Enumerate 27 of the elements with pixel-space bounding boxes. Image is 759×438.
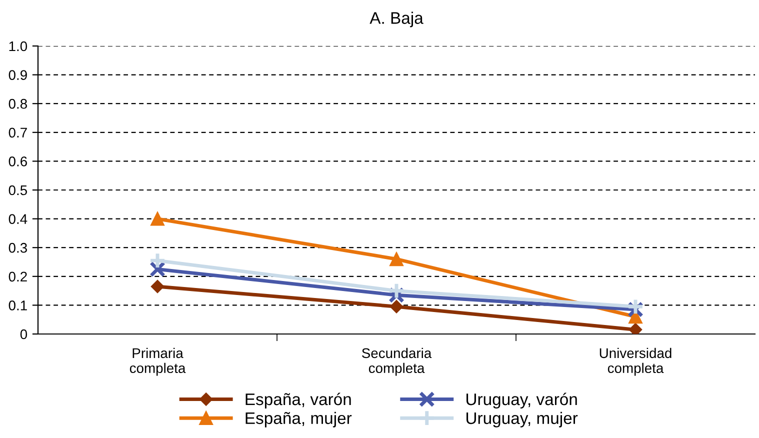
y-tick-label: 0.8 [8, 98, 27, 109]
point [390, 300, 404, 314]
legend-label: Uruguay, varón [466, 392, 577, 409]
point [150, 280, 164, 294]
y-tick-label: 0.7 [8, 128, 27, 138]
legend-label: España, mujer [246, 412, 352, 428]
point [388, 282, 406, 300]
point [390, 252, 404, 266]
point [628, 323, 642, 334]
y-tick-label: 0.4 [8, 214, 28, 224]
y-tick-label: 0.3 [8, 242, 27, 253]
y-tick-label: 1.0 [9, 41, 28, 52]
y-tick-label: 0.9 [8, 70, 27, 80]
chart-title: A. Baja [370, 12, 424, 28]
x-tick-label: Universidad completa [600, 348, 672, 376]
y-tick-label: 0 [20, 329, 28, 340]
y-tick-label: 0.6 [8, 156, 27, 166]
point [148, 252, 166, 270]
y-tick-label: 0.1 [8, 300, 27, 310]
legend-label: España, varón [246, 392, 351, 409]
y-tick-label: 0.2 [8, 272, 27, 282]
point [626, 298, 644, 316]
point [150, 212, 164, 226]
x-tick-label: Secundaria completa [362, 348, 432, 376]
y-tick-label: 0.5 [8, 185, 28, 196]
x-tick-label: Primaria completa [130, 348, 186, 376]
legend-label: Uruguay, mujer [466, 412, 578, 428]
